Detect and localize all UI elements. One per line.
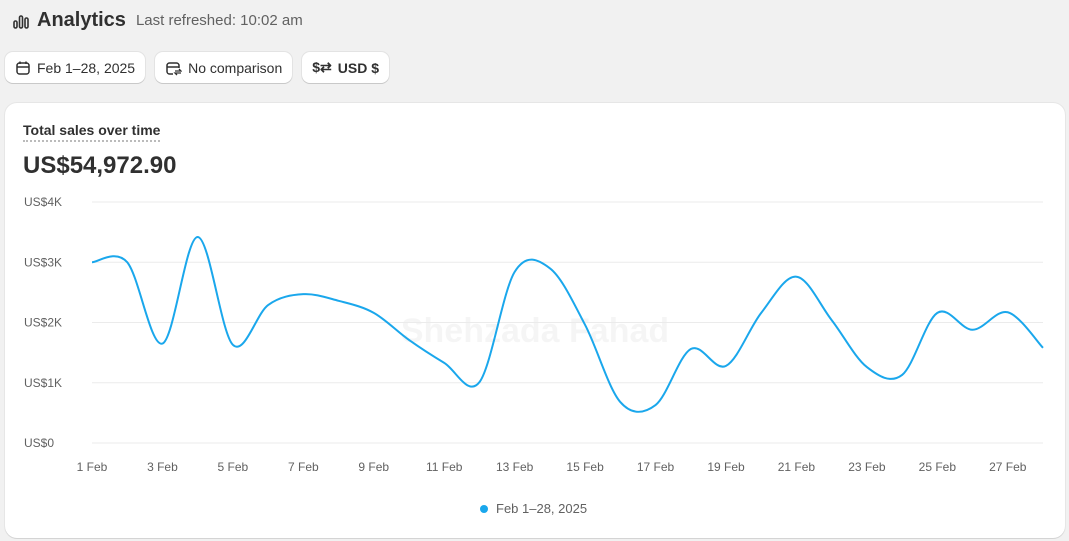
page-title: Analytics [37,9,126,31]
legend-label: Feb 1–28, 2025 [496,501,588,516]
page-header: Analytics Last refreshed: 10:02 am [13,9,303,32]
legend-dot [480,504,488,513]
watermark: Shehzada Fahad [401,312,669,350]
currency-label: USD $ [337,59,380,76]
date-range-label: Feb 1–28, 2025 [37,59,136,76]
total-sales-value: US$54,972.90 [23,152,177,179]
currency-exchange-icon: $⇄ [312,59,332,75]
comparison-button[interactable]: No comparison [155,52,293,83]
last-refreshed: Last refreshed: 10:02 am [135,12,303,29]
currency-button[interactable]: $⇄ USD $ [302,52,390,83]
comparison-label: No comparison [188,59,283,76]
card-title[interactable]: Total sales over time [23,122,161,142]
date-range-button[interactable]: Feb 1–28, 2025 [5,52,146,83]
x-tick-label: 19 Feb [707,460,745,474]
x-tick-label: 5 Feb [218,460,249,474]
x-tick-label: 3 Feb [147,460,178,474]
x-tick-label: 25 Feb [919,460,957,474]
calendar-compare-icon [166,61,183,75]
y-tick-label: US$2K [24,316,62,330]
x-tick-label: 1 Feb [77,460,108,474]
x-tick-label: 11 Feb [426,460,463,474]
y-tick-label: US$3K [24,255,62,269]
bar-chart-icon [13,14,29,29]
y-tick-label: US$0 [24,436,54,450]
x-tick-label: 23 Feb [848,460,886,474]
series-line [91,235,1044,413]
calendar-icon [16,61,30,75]
x-tick-label: 9 Feb [358,460,389,474]
x-tick-label: 13 Feb [496,460,534,474]
y-tick-label: US$1K [24,376,62,390]
y-tick-label: US$4K [24,195,62,209]
x-tick-label: 21 Feb [778,460,816,474]
x-tick-label: 7 Feb [288,460,319,474]
x-tick-label: 27 Feb [989,460,1027,474]
chart-legend: Feb 1–28, 2025 [480,501,587,516]
x-tick-label: 15 Feb [566,460,604,474]
x-tick-label: 17 Feb [637,460,675,474]
total-sales-card: Total sales over time US$54,972.90 Feb 1… [5,103,1065,538]
